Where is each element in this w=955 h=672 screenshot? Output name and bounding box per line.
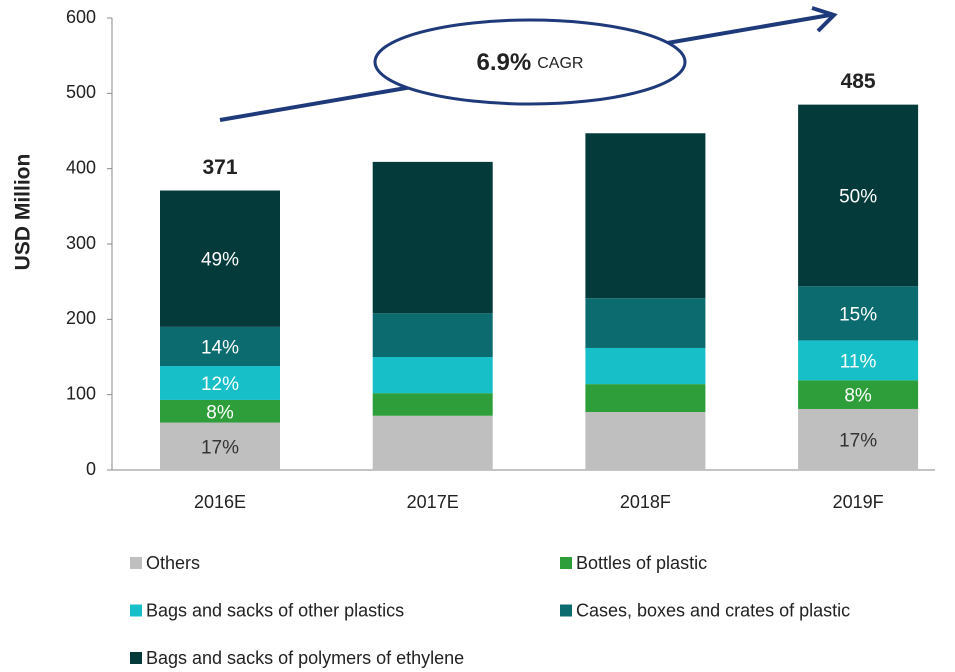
cagr-value: 6.9%: [477, 49, 532, 76]
bar-segment: [585, 298, 706, 348]
bar-segment: [160, 366, 280, 400]
legend-swatch: [130, 557, 142, 569]
bar-segment: [798, 380, 919, 409]
y-tick-label: 200: [66, 308, 96, 328]
bar-segment: [372, 357, 493, 394]
bar-segment: [798, 340, 919, 381]
cagr-arrow: 6.9% CAGR: [219, 6, 838, 122]
cagr-ellipse: [373, 18, 687, 106]
legend-swatch: [130, 604, 142, 617]
segment-label: 12%: [201, 374, 239, 395]
legend-label: Bags and sacks of other plastics: [146, 600, 404, 620]
arrow-head: [811, 6, 838, 33]
bar-segment: [585, 133, 706, 299]
bar-segment: [585, 384, 706, 412]
segment-label: 15%: [839, 304, 877, 325]
y-axis-label: USD Million: [12, 154, 35, 271]
legend-label: Cases, boxes and crates of plastic: [576, 600, 850, 620]
segment-label: 8%: [206, 402, 234, 423]
y-tick-label: 500: [66, 82, 96, 102]
bar-segment: [798, 408, 919, 470]
bar-segment: [160, 399, 280, 423]
x-tick-label: 2019F: [833, 492, 884, 512]
bar-segment: [372, 415, 493, 470]
bar-segment: [372, 393, 493, 416]
bar-segment: [585, 411, 706, 470]
total-label: 371: [202, 156, 237, 179]
bar-segment: [798, 286, 919, 341]
y-tick-label: 300: [66, 233, 96, 253]
y-tick-label: 100: [66, 383, 96, 403]
bar-segment: [372, 313, 493, 357]
cagr-label: CAGR: [537, 55, 583, 72]
x-tick-label: 2016E: [194, 492, 246, 512]
y-tick-label: 0: [86, 459, 96, 479]
legend-label: Bottles of plastic: [576, 553, 707, 573]
legend-swatch: [560, 604, 572, 617]
legend-label: Bags and sacks of polymers of ethylene: [146, 648, 464, 668]
segment-label: 8%: [844, 386, 872, 407]
bar-segment: [798, 104, 919, 287]
y-tick-label: 600: [66, 7, 96, 27]
segment-label: 14%: [201, 337, 239, 358]
bar-segment: [160, 190, 280, 327]
bar-segment: [585, 347, 706, 385]
legend-swatch: [130, 652, 142, 664]
bar-segment: [160, 326, 280, 367]
segment-label: 17%: [839, 431, 877, 452]
x-tick-label: 2017E: [407, 492, 459, 512]
y-tick-label: 400: [66, 157, 96, 177]
segment-label: 11%: [840, 351, 877, 372]
bar-segment: [372, 161, 493, 314]
legend-label: Others: [146, 553, 200, 573]
segment-label: 50%: [839, 186, 877, 207]
bar-segment: [160, 422, 280, 470]
legend-swatch: [560, 557, 572, 569]
cagr-text: 6.9% CAGR: [477, 49, 584, 76]
segment-label: 17%: [201, 437, 239, 458]
x-tick-label: 2018F: [620, 492, 671, 512]
total-label: 485: [841, 70, 876, 93]
segment-label: 49%: [201, 250, 239, 271]
